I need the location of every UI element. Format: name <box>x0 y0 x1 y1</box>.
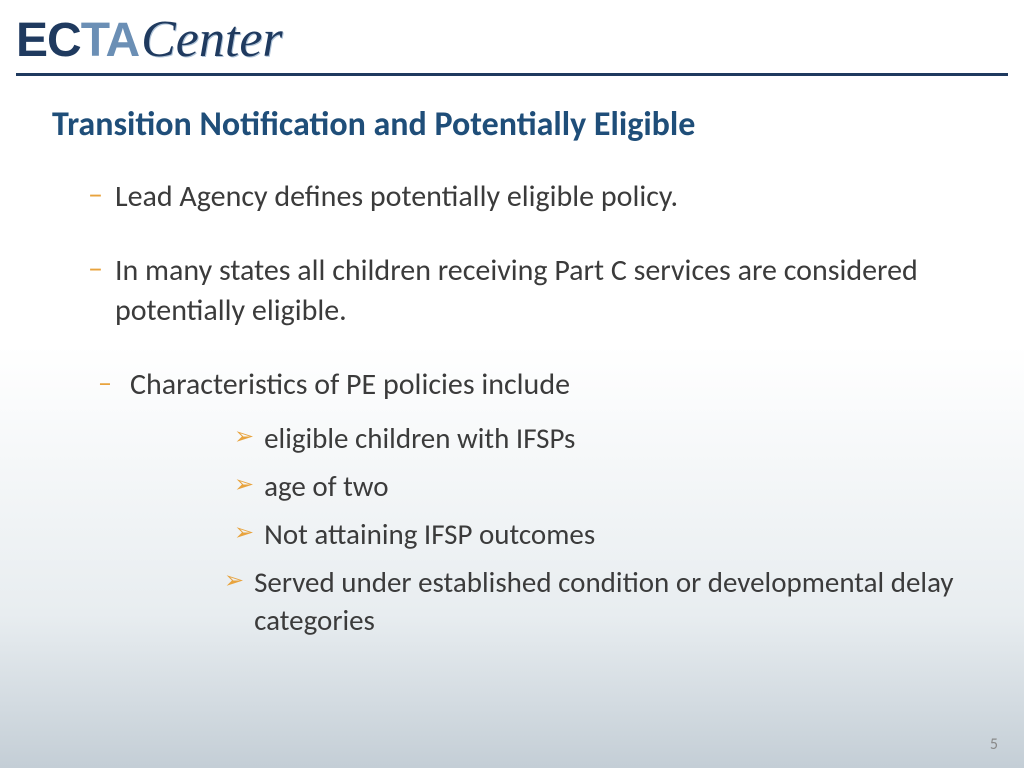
bullet-text: Characteristics of PE policies include <box>130 365 570 405</box>
bullet-text: In many states all children receiving Pa… <box>115 251 972 331</box>
slide-header: ECTACenter <box>0 0 1024 69</box>
bullet-text: Lead Agency defines potentially eligible… <box>115 177 678 217</box>
sub-bullet-item: ➢ Served under established condition or … <box>234 563 972 639</box>
sub-bullet-item: ➢ Not attaining IFSP outcomes <box>234 515 972 553</box>
arrow-bullet-icon: ➢ <box>234 419 254 455</box>
page-number: 5 <box>990 735 998 754</box>
sub-bullet-list: ➢ eligible children with IFSPs ➢ age of … <box>234 419 972 639</box>
arrow-bullet-icon: ➢ <box>224 563 244 599</box>
slide-title: Transition Notification and Potentially … <box>52 104 972 145</box>
sub-bullet-text: age of two <box>264 467 388 505</box>
dash-bullet-icon: – <box>88 177 103 213</box>
dash-bullet-icon: – <box>88 251 103 287</box>
logo-part-ec: EC <box>16 13 81 68</box>
bullet-item: – Characteristics of PE policies include <box>98 365 972 405</box>
sub-bullet-text: Not attaining IFSP outcomes <box>264 515 595 553</box>
sub-bullet-text: Served under established condition or de… <box>254 563 972 639</box>
dash-bullet-icon: – <box>98 365 112 401</box>
slide-content: Transition Notification and Potentially … <box>0 76 1024 639</box>
sub-bullet-text: eligible children with IFSPs <box>264 419 575 457</box>
sub-bullet-item: ➢ age of two <box>234 467 972 505</box>
arrow-bullet-icon: ➢ <box>234 467 254 503</box>
bullet-item: – Lead Agency defines potentially eligib… <box>88 177 972 217</box>
bullet-item: – In many states all children receiving … <box>88 251 972 331</box>
ecta-logo: ECTACenter <box>16 10 1008 69</box>
sub-bullet-item: ➢ eligible children with IFSPs <box>234 419 972 457</box>
arrow-bullet-icon: ➢ <box>234 515 254 551</box>
logo-part-center: Center <box>141 10 283 69</box>
logo-part-ta: TA <box>81 13 139 68</box>
